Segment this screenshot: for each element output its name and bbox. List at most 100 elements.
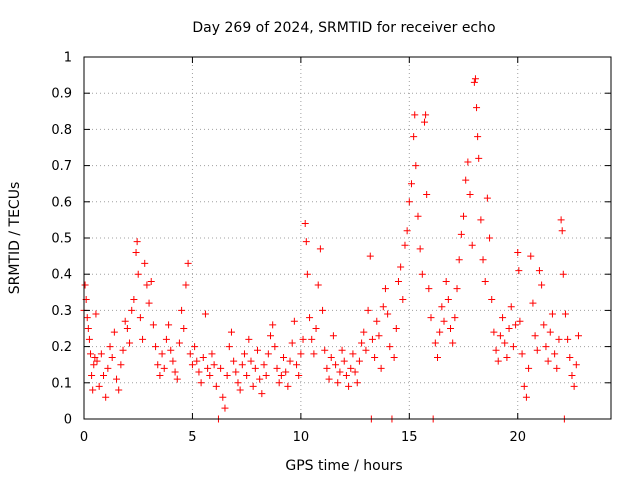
data-point bbox=[379, 303, 387, 311]
y-tick-label: 0 bbox=[64, 413, 72, 428]
data-point bbox=[564, 335, 572, 343]
data-point bbox=[167, 346, 175, 354]
data-point bbox=[371, 353, 379, 361]
y-tick-label: 0.4 bbox=[51, 268, 72, 283]
data-point bbox=[201, 310, 209, 318]
data-point bbox=[258, 390, 266, 398]
data-point bbox=[212, 382, 220, 390]
data-point bbox=[355, 357, 363, 365]
data-point bbox=[479, 256, 487, 264]
data-point bbox=[529, 299, 537, 307]
data-point bbox=[542, 343, 550, 351]
data-point bbox=[251, 364, 259, 372]
data-point bbox=[538, 281, 546, 289]
data-point bbox=[558, 227, 566, 235]
data-point bbox=[340, 357, 348, 365]
data-point bbox=[390, 353, 398, 361]
data-point bbox=[204, 364, 212, 372]
data-point bbox=[473, 104, 481, 112]
data-point bbox=[360, 328, 368, 336]
data-point bbox=[267, 332, 275, 340]
data-point bbox=[449, 339, 457, 347]
data-point bbox=[516, 317, 524, 325]
data-point bbox=[503, 353, 511, 361]
data-point bbox=[522, 393, 530, 401]
data-point bbox=[505, 325, 513, 332]
y-tick-label: 0.6 bbox=[51, 195, 72, 210]
data-point bbox=[227, 328, 235, 336]
data-point bbox=[286, 357, 294, 365]
data-point bbox=[319, 306, 327, 314]
data-point bbox=[338, 346, 346, 354]
data-point bbox=[275, 379, 283, 387]
data-point bbox=[557, 216, 565, 224]
data-point bbox=[208, 350, 216, 358]
data-point bbox=[193, 357, 201, 365]
data-point bbox=[288, 339, 296, 347]
data-point bbox=[442, 277, 450, 285]
data-point bbox=[477, 216, 485, 224]
data-point bbox=[559, 270, 567, 278]
data-point bbox=[262, 372, 270, 380]
axis-ticks: 00.10.20.30.40.50.60.70.80.910 5 10 15 20 bbox=[51, 51, 611, 445]
data-point bbox=[535, 267, 543, 275]
data-point bbox=[555, 335, 563, 343]
data-point bbox=[256, 375, 264, 383]
data-point bbox=[518, 350, 526, 358]
data-point bbox=[434, 353, 442, 361]
data-point bbox=[290, 317, 298, 325]
data-point bbox=[302, 238, 310, 246]
data-points bbox=[80, 75, 582, 423]
data-point bbox=[89, 386, 97, 394]
data-point bbox=[188, 361, 196, 369]
y-tick-label: 0.3 bbox=[51, 304, 72, 319]
data-point bbox=[249, 382, 257, 390]
data-point bbox=[310, 350, 318, 358]
data-point bbox=[410, 133, 418, 141]
data-point bbox=[342, 372, 350, 380]
data-point bbox=[314, 281, 322, 289]
data-point bbox=[496, 332, 504, 340]
data-point bbox=[544, 357, 552, 365]
data-point bbox=[195, 368, 203, 376]
y-tick-label: 0.2 bbox=[51, 340, 72, 355]
data-point bbox=[312, 325, 320, 332]
data-point bbox=[173, 375, 181, 383]
data-point bbox=[414, 212, 422, 220]
data-point bbox=[284, 382, 292, 390]
data-point bbox=[368, 335, 376, 343]
data-point bbox=[119, 346, 127, 354]
data-point bbox=[481, 277, 489, 285]
data-point bbox=[572, 361, 580, 369]
data-point bbox=[353, 379, 361, 387]
data-point bbox=[223, 372, 231, 380]
data-point bbox=[364, 306, 372, 314]
data-point bbox=[486, 234, 494, 242]
data-point bbox=[462, 176, 470, 184]
data-point bbox=[245, 335, 253, 343]
data-point bbox=[106, 343, 114, 351]
data-point bbox=[145, 299, 153, 307]
data-point bbox=[422, 111, 430, 119]
data-point bbox=[121, 317, 129, 325]
data-point bbox=[234, 379, 242, 387]
data-point bbox=[471, 75, 479, 83]
data-point bbox=[134, 270, 142, 278]
data-point bbox=[561, 310, 569, 318]
data-point bbox=[457, 230, 465, 238]
data-point bbox=[264, 350, 272, 358]
data-point bbox=[520, 382, 528, 390]
data-point bbox=[236, 386, 244, 394]
data-point bbox=[501, 339, 509, 347]
data-point bbox=[483, 194, 491, 202]
data-point bbox=[299, 335, 307, 343]
data-point bbox=[438, 303, 446, 311]
data-point bbox=[301, 220, 309, 228]
data-point bbox=[123, 325, 131, 332]
y-tick-label: 0.9 bbox=[51, 87, 72, 102]
data-point bbox=[217, 364, 225, 372]
data-point bbox=[232, 368, 240, 376]
data-point bbox=[399, 296, 407, 304]
data-point bbox=[113, 375, 121, 383]
data-point bbox=[303, 270, 311, 278]
